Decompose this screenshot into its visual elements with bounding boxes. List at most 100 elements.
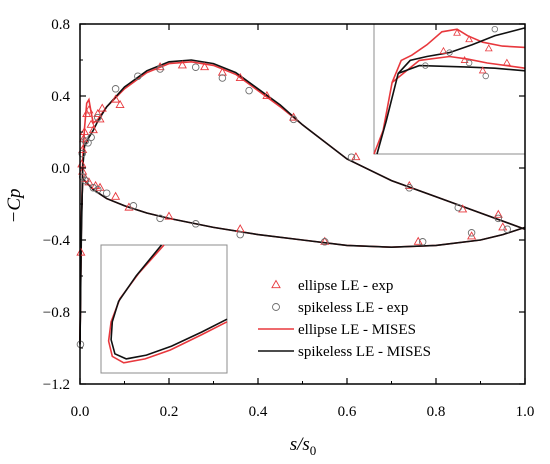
spikeless-exp-point <box>129 202 138 210</box>
legend-label-ellipse-exp: ellipse LE - exp <box>298 278 393 294</box>
x-tick-label: 0.2 <box>160 404 179 420</box>
inset-bottom-left <box>100 244 228 374</box>
spikeless-exp-point <box>218 74 227 82</box>
spikeless-exp-point <box>81 176 90 185</box>
inset-top-spikeless-exp-point <box>491 26 498 33</box>
x-tick-label: 0.6 <box>338 404 357 420</box>
ellipse-exp-point <box>78 144 88 153</box>
ellipse-exp-point <box>413 236 423 245</box>
inset-top-spikeless-mises-line <box>397 64 526 75</box>
y-tick-label: 0.8 <box>51 17 70 33</box>
inset-top-ellipse-exp-point <box>460 55 469 63</box>
spikeless-exp-point <box>191 63 200 71</box>
spikeless-exp-point <box>503 225 511 233</box>
spikeless-exp-point <box>84 139 92 147</box>
ellipse-exp-point <box>111 94 121 103</box>
spikeless-exp-point <box>191 220 200 228</box>
spikeless-exp-point <box>454 203 463 212</box>
spikeless-exp-point <box>111 85 120 93</box>
ellipse-exp-point <box>164 211 174 220</box>
ellipse-exp-point <box>95 182 105 191</box>
ellipse-exp-point <box>76 247 86 256</box>
spikeless-exp-point <box>236 230 244 239</box>
legend-marker-triangle <box>271 279 281 289</box>
ellipse-exp-point <box>91 180 101 189</box>
ellipse-exp-point <box>458 204 468 213</box>
ellipse-exp-point <box>84 177 94 186</box>
y-tick-label: 0.0 <box>51 161 70 177</box>
ellipse-exp-point <box>177 60 187 69</box>
ellipse-exp-point <box>351 152 361 161</box>
x-axis-label: s/s0 <box>290 434 317 458</box>
inset-top-spikeless-mises-line <box>376 27 526 155</box>
y-axis-label: −Cp <box>4 189 25 224</box>
ellipse-exp-point <box>200 62 210 71</box>
ellipse-exp-point <box>79 134 89 143</box>
ellipse-exp-point <box>115 99 125 108</box>
y-tick-label: −0.4 <box>43 233 71 249</box>
ellipse-exp-point <box>84 105 94 114</box>
spikeless-exp-point <box>134 72 142 80</box>
inset-top-spikeless-exp-point <box>465 59 473 67</box>
inset-bottom-spikeless-mises-line <box>110 244 228 360</box>
inset-top-frame <box>373 23 526 155</box>
legend-label-spikeless-mises: spikeless LE - MISES <box>298 344 431 360</box>
spikeless-exp-point <box>156 214 164 223</box>
spikeless-exp-point <box>467 229 476 237</box>
spikeless-exp-point <box>89 184 98 192</box>
ellipse-exp-point <box>79 126 89 135</box>
spikeless-exp-point <box>289 115 298 124</box>
ellipse-exp-point <box>124 202 134 211</box>
inset-top-spikeless-exp-point <box>446 49 453 56</box>
ellipse-exp-point <box>111 191 121 200</box>
ellipse-exp-point <box>262 90 272 99</box>
legend-label-spikeless-exp: spikeless LE - exp <box>298 300 408 316</box>
series-layer <box>76 59 526 349</box>
ellipse-exp-point <box>320 236 330 245</box>
y-tick-label: −0.8 <box>43 305 70 321</box>
legend-marker-circle <box>272 303 280 311</box>
inset-top-ellipse-exp-point <box>484 44 493 52</box>
inset-top-ellipse-exp-point <box>465 35 474 43</box>
spikeless-exp-point <box>156 65 164 73</box>
ellipse-exp-point <box>493 209 503 218</box>
inset-top-ellipse-exp-point <box>453 28 461 36</box>
inset-top-spikeless-exp-point <box>482 72 489 80</box>
spikeless-exp-point <box>94 113 102 122</box>
ellipse-exp-point <box>467 231 477 240</box>
spikeless-exp-point <box>87 133 95 142</box>
inset-top-spikeless-exp-point <box>422 62 429 69</box>
spikeless-exp-point <box>94 185 102 194</box>
spikeless-exp-point <box>418 238 427 246</box>
axis-ticks <box>79 23 526 385</box>
ellipse-exp-point <box>86 119 96 128</box>
spikeless-exp-point <box>347 153 356 161</box>
ellipse-exp-point <box>88 125 98 134</box>
x-tick-label: 0.4 <box>249 404 268 420</box>
spikeless-exp-point <box>78 149 86 158</box>
spikeless-exp-point <box>494 214 503 223</box>
legend-label-ellipse-mises: ellipse LE - MISES <box>298 322 416 338</box>
spikeless-exp-point <box>102 189 111 197</box>
ellipse-exp-point <box>93 108 103 117</box>
inset-bottom-frame <box>100 244 228 374</box>
x-axis-label-main: s/s <box>290 434 310 455</box>
y-tick-label: −1.2 <box>43 377 70 393</box>
spikeless-exp-point <box>245 86 253 95</box>
inset-top-ellipse-mises-line <box>391 55 526 84</box>
x-tick-labels: 0.0 0.2 0.4 0.6 0.8 1.0 <box>71 404 535 420</box>
x-tick-label: 0.0 <box>71 404 90 420</box>
spikeless-exp-point <box>405 184 414 192</box>
x-axis-label-subscript: 0 <box>310 443 317 458</box>
inset-top-ellipse-exp-point <box>502 58 511 66</box>
spikeless-exp-point <box>321 238 329 246</box>
y-tick-labels: 0.8 0.4 0.0 −0.4 −0.8 −1.2 <box>43 17 71 393</box>
ellipse-exp-point <box>95 114 105 123</box>
legend-markers <box>258 279 294 352</box>
ellipse-exp-point <box>97 103 107 112</box>
y-tick-label: 0.4 <box>51 89 70 105</box>
inset-top-ellipse-exp-point <box>478 66 487 74</box>
x-tick-label: 1.0 <box>516 404 535 420</box>
ellipse-exp-point <box>235 72 245 81</box>
